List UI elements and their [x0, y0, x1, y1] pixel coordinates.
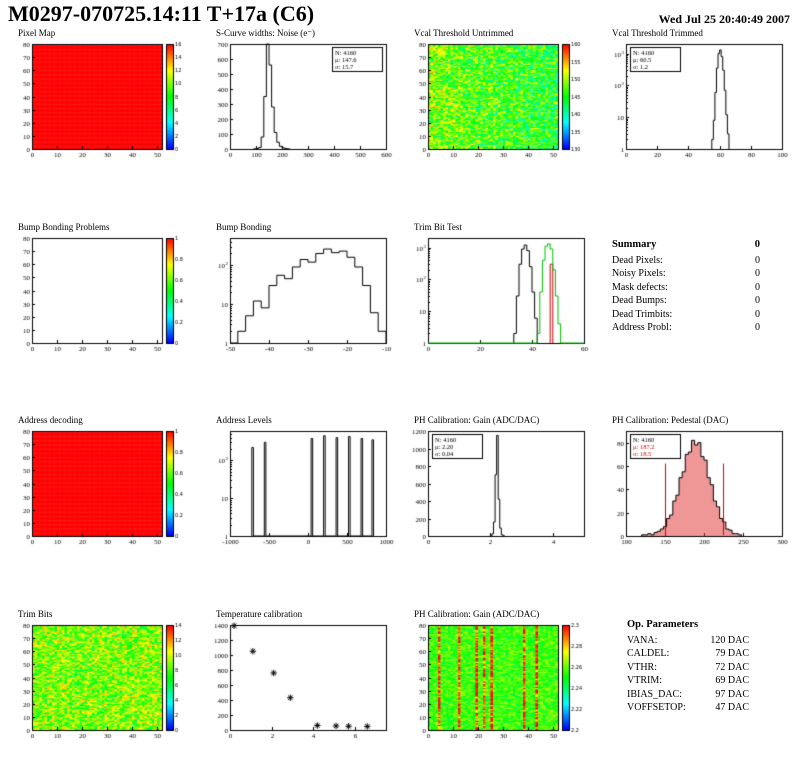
op-parameter-label: VTRIM: — [627, 675, 662, 686]
panel-trim-bit-test: Trim Bit Test — [400, 222, 594, 359]
panel-trim-bits-map: Trim Bits — [4, 609, 198, 746]
address-levels-plot — [202, 426, 396, 552]
pixel-map-plot — [4, 39, 198, 165]
summary-value: 0 — [755, 281, 760, 293]
ph-gain-hist-plot — [400, 426, 594, 552]
summary-value: 0 — [755, 254, 760, 266]
summary-row: Dead Bumps: 0 — [612, 294, 760, 308]
ph-gain-hist-title: PH Calibration: Gain (ADC/DAC) — [414, 415, 540, 425]
op-parameter-value: 97 DAC — [715, 688, 749, 700]
vcal-untrimmed-plot — [400, 39, 594, 165]
address-levels-title: Address Levels — [216, 415, 272, 425]
op-parameter-row: IBIAS_DAC: 97 DAC — [627, 688, 749, 702]
scurve-noise-plot — [202, 39, 396, 165]
op-parameter-value: 120 DAC — [710, 634, 749, 646]
address-decoding-plot — [4, 426, 198, 552]
bump-bonding-plot — [202, 233, 396, 359]
summary-row: Mask defects: 0 — [612, 281, 760, 295]
address-decoding-title: Address decoding — [18, 415, 83, 425]
panel-bump-problems: Bump Bonding Problems — [4, 222, 198, 359]
page-title: M0297-070725.14:11 T+17a (C6) — [8, 1, 315, 26]
panel-vcal-untrimmed: Vcal Threshold Untrimmed — [400, 28, 594, 165]
ph-gain-map-plot — [400, 620, 594, 746]
summary-label: Dead Trimbits: — [612, 308, 673, 320]
summary-label: Address Probl: — [612, 322, 672, 333]
vcal-trimmed-plot — [598, 39, 792, 165]
summary-row: Dead Trimbits: 0 — [612, 308, 760, 322]
bump-problems-plot — [4, 233, 198, 359]
summary-total: 0 — [754, 239, 760, 250]
summary-label: Dead Bumps: — [612, 295, 667, 306]
op-parameter-row: VOFFSETOP: 47 DAC — [627, 701, 749, 715]
panel-ph-gain-map: PH Calibration: Gain (ADC/DAC) — [400, 609, 594, 746]
op-parameters-title: Op. Parameters — [627, 619, 699, 630]
ph-pedestal-plot — [598, 426, 792, 552]
pixel-map-title: Pixel Map — [18, 28, 56, 38]
trim-bits-map-title: Trim Bits — [18, 609, 53, 619]
op-parameter-label: VANA: — [627, 634, 658, 646]
summary-value: 0 — [755, 322, 760, 333]
trim-bits-map-plot — [4, 620, 198, 746]
bump-bonding-title: Bump Bonding — [216, 222, 272, 232]
trim-bit-test-plot — [400, 233, 594, 359]
timestamp: Wed Jul 25 20:40:49 2007 — [658, 12, 790, 26]
summary-row: Dead Pixels: 0 — [612, 254, 760, 268]
panel-pixel-map: Pixel Map — [4, 28, 198, 165]
panel-address-levels: Address Levels — [202, 415, 396, 552]
op-parameter-label: VTHR: — [627, 661, 657, 673]
op-parameter-row: CALDEL: 79 DAC — [627, 647, 749, 661]
panel-scurve-noise: S-Curve widths: Noise (e⁻) — [202, 28, 396, 165]
summary-value: 0 — [755, 295, 760, 306]
panel-bump-bonding: Bump Bonding — [202, 222, 396, 359]
panel-ph-pedestal: PH Calibration: Pedestal (DAC) — [598, 415, 792, 552]
op-parameter-label: IBIAS_DAC: — [627, 688, 683, 700]
summary-row: Address Probl: 0 — [612, 321, 760, 335]
panel-vcal-trimmed: Vcal Threshold Trimmed — [598, 28, 792, 165]
op-parameter-label: CALDEL: — [627, 648, 670, 659]
summary-value: 0 — [755, 268, 760, 279]
op-parameter-value: 69 DAC — [715, 675, 749, 686]
op-parameter-row: VTHR: 72 DAC — [627, 661, 749, 675]
vcal-trimmed-title: Vcal Threshold Trimmed — [612, 28, 703, 38]
panel-address-decoding: Address decoding — [4, 415, 198, 552]
op-parameter-value: 79 DAC — [715, 648, 749, 659]
vcal-untrimmed-title: Vcal Threshold Untrimmed — [414, 28, 514, 38]
summary-title: Summary — [612, 239, 657, 250]
scurve-noise-title: S-Curve widths: Noise (e⁻) — [216, 28, 315, 38]
bump-problems-title: Bump Bonding Problems — [18, 222, 110, 232]
summary-panel: Summary 0 Dead Pixels: 0 Noisy Pixels: 0 M… — [612, 238, 760, 335]
op-parameter-value: 47 DAC — [715, 702, 749, 713]
summary-label: Mask defects: — [612, 281, 668, 293]
temp-calibration-title: Temperature calibration — [216, 609, 303, 619]
summary-row: Noisy Pixels: 0 — [612, 267, 760, 281]
panel-ph-gain-hist: PH Calibration: Gain (ADC/DAC) — [400, 415, 594, 552]
op-parameters-panel: Op. Parameters VANA: 120 DAC CALDEL: 79 DA… — [627, 618, 749, 715]
summary-value: 0 — [755, 308, 760, 320]
temp-calibration-plot — [202, 620, 396, 746]
ph-pedestal-title: PH Calibration: Pedestal (DAC) — [612, 415, 729, 425]
panel-temp-calibration: Temperature calibration — [202, 609, 396, 746]
summary-label: Noisy Pixels: — [612, 268, 666, 279]
trim-bit-test-title: Trim Bit Test — [414, 222, 462, 232]
op-parameter-value: 72 DAC — [715, 661, 749, 673]
ph-gain-map-title: PH Calibration: Gain (ADC/DAC) — [414, 609, 540, 619]
op-parameter-label: VOFFSETOP: — [627, 702, 686, 713]
op-parameter-row: VTRIM: 69 DAC — [627, 674, 749, 688]
op-parameter-row: VANA: 120 DAC — [627, 634, 749, 648]
summary-label: Dead Pixels: — [612, 254, 663, 266]
